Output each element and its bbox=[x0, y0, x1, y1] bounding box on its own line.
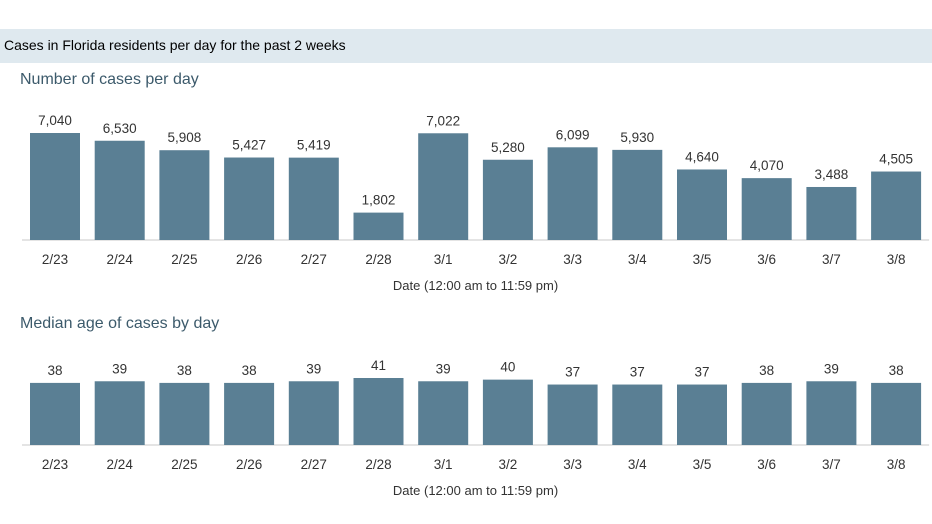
x-tick-label: 2/27 bbox=[301, 252, 327, 267]
data-label: 7,040 bbox=[38, 113, 72, 128]
bar bbox=[159, 382, 210, 445]
bar bbox=[353, 378, 404, 445]
x-tick-label: 3/7 bbox=[822, 457, 841, 472]
bar bbox=[677, 169, 727, 240]
x-tick-label: 3/1 bbox=[434, 252, 453, 267]
bar bbox=[482, 379, 533, 445]
data-label: 41 bbox=[371, 358, 386, 373]
data-label: 4,505 bbox=[879, 152, 913, 167]
bar bbox=[288, 381, 339, 445]
x-tick-label: 3/6 bbox=[757, 457, 776, 472]
bar bbox=[353, 212, 404, 240]
data-label: 4,640 bbox=[685, 149, 719, 164]
data-label: 39 bbox=[112, 361, 127, 376]
median-age-chart: 38 2/23 39 2/24 38 2/25 38 2/26 39 2/27 41 2/28 39 3/… bbox=[22, 358, 930, 498]
bar bbox=[612, 149, 663, 240]
bar bbox=[94, 140, 145, 240]
x-tick-label: 2/26 bbox=[236, 457, 262, 472]
x-tick-label: 3/5 bbox=[693, 252, 712, 267]
bar bbox=[224, 157, 275, 240]
x-tick-label: 2/23 bbox=[42, 252, 68, 267]
header-title: Cases in Florida residents per day for t… bbox=[4, 37, 346, 53]
x-tick-label: 3/2 bbox=[499, 252, 518, 267]
data-label: 39 bbox=[824, 361, 839, 376]
data-label: 39 bbox=[306, 361, 321, 376]
bar bbox=[94, 381, 145, 445]
x-tick-label: 3/7 bbox=[822, 252, 841, 267]
bar bbox=[547, 384, 598, 445]
x-tick-label: 2/27 bbox=[301, 457, 327, 472]
bar bbox=[482, 159, 533, 240]
data-label: 3,488 bbox=[815, 167, 849, 182]
data-label: 37 bbox=[694, 365, 709, 380]
data-label: 39 bbox=[436, 361, 451, 376]
data-label: 6,530 bbox=[103, 121, 137, 136]
median-age-chart-title: Median age of cases by day bbox=[20, 315, 220, 332]
x-tick-label: 3/5 bbox=[693, 457, 712, 472]
data-label: 40 bbox=[500, 360, 515, 375]
bar bbox=[224, 382, 275, 445]
x-tick-label: 3/4 bbox=[628, 457, 647, 472]
bar bbox=[612, 384, 663, 445]
cases-per-day-chart: 7,040 2/23 6,530 2/24 5,908 2/25 5,427 2/26 5,41… bbox=[22, 113, 930, 293]
data-label: 7,022 bbox=[426, 113, 460, 128]
data-label: 6,099 bbox=[556, 127, 590, 142]
x-tick-label: 3/2 bbox=[499, 457, 518, 472]
bar bbox=[159, 150, 210, 240]
x-axis-label: Date (12:00 am to 11:59 pm) bbox=[393, 483, 558, 498]
bar bbox=[741, 178, 792, 240]
data-label: 5,908 bbox=[168, 130, 202, 145]
bar bbox=[418, 133, 469, 240]
x-tick-label: 2/28 bbox=[365, 252, 391, 267]
x-tick-label: 3/8 bbox=[887, 252, 906, 267]
bar bbox=[871, 382, 922, 445]
data-label: 38 bbox=[889, 363, 904, 378]
data-label: 38 bbox=[177, 363, 192, 378]
cases-chart-title: Number of cases per day bbox=[20, 71, 199, 88]
data-label: 1,802 bbox=[362, 193, 396, 208]
data-label: 38 bbox=[242, 363, 257, 378]
data-label: 5,419 bbox=[297, 138, 331, 153]
data-label: 38 bbox=[759, 363, 774, 378]
x-tick-label: 2/25 bbox=[171, 457, 197, 472]
bar bbox=[741, 382, 792, 445]
x-tick-label: 3/6 bbox=[757, 252, 776, 267]
x-tick-label: 2/24 bbox=[107, 457, 134, 472]
bar bbox=[677, 384, 727, 445]
bar bbox=[30, 382, 80, 445]
x-tick-label: 2/24 bbox=[107, 252, 134, 267]
bar bbox=[547, 147, 598, 240]
data-label: 4,070 bbox=[750, 158, 784, 173]
x-axis-label: Date (12:00 am to 11:59 pm) bbox=[393, 278, 558, 293]
x-tick-label: 2/26 bbox=[236, 252, 262, 267]
x-tick-label: 2/28 bbox=[365, 457, 391, 472]
data-label: 37 bbox=[630, 365, 645, 380]
bar bbox=[806, 381, 857, 445]
x-tick-label: 3/4 bbox=[628, 252, 647, 267]
x-tick-label: 3/3 bbox=[563, 252, 582, 267]
x-tick-label: 3/3 bbox=[563, 457, 582, 472]
x-tick-label: 3/8 bbox=[887, 457, 906, 472]
x-tick-label: 2/23 bbox=[42, 457, 68, 472]
bar bbox=[288, 157, 339, 240]
bar bbox=[418, 381, 469, 445]
data-label: 5,280 bbox=[491, 140, 525, 155]
bar bbox=[30, 133, 80, 240]
header-bar: Cases in Florida residents per day for t… bbox=[0, 29, 932, 63]
data-label: 37 bbox=[565, 365, 580, 380]
data-label: 38 bbox=[47, 363, 62, 378]
x-tick-label: 3/1 bbox=[434, 457, 453, 472]
bar bbox=[871, 171, 922, 240]
data-label: 5,930 bbox=[620, 130, 654, 145]
data-label: 5,427 bbox=[232, 138, 266, 153]
bar bbox=[806, 186, 857, 240]
x-tick-label: 2/25 bbox=[171, 252, 197, 267]
